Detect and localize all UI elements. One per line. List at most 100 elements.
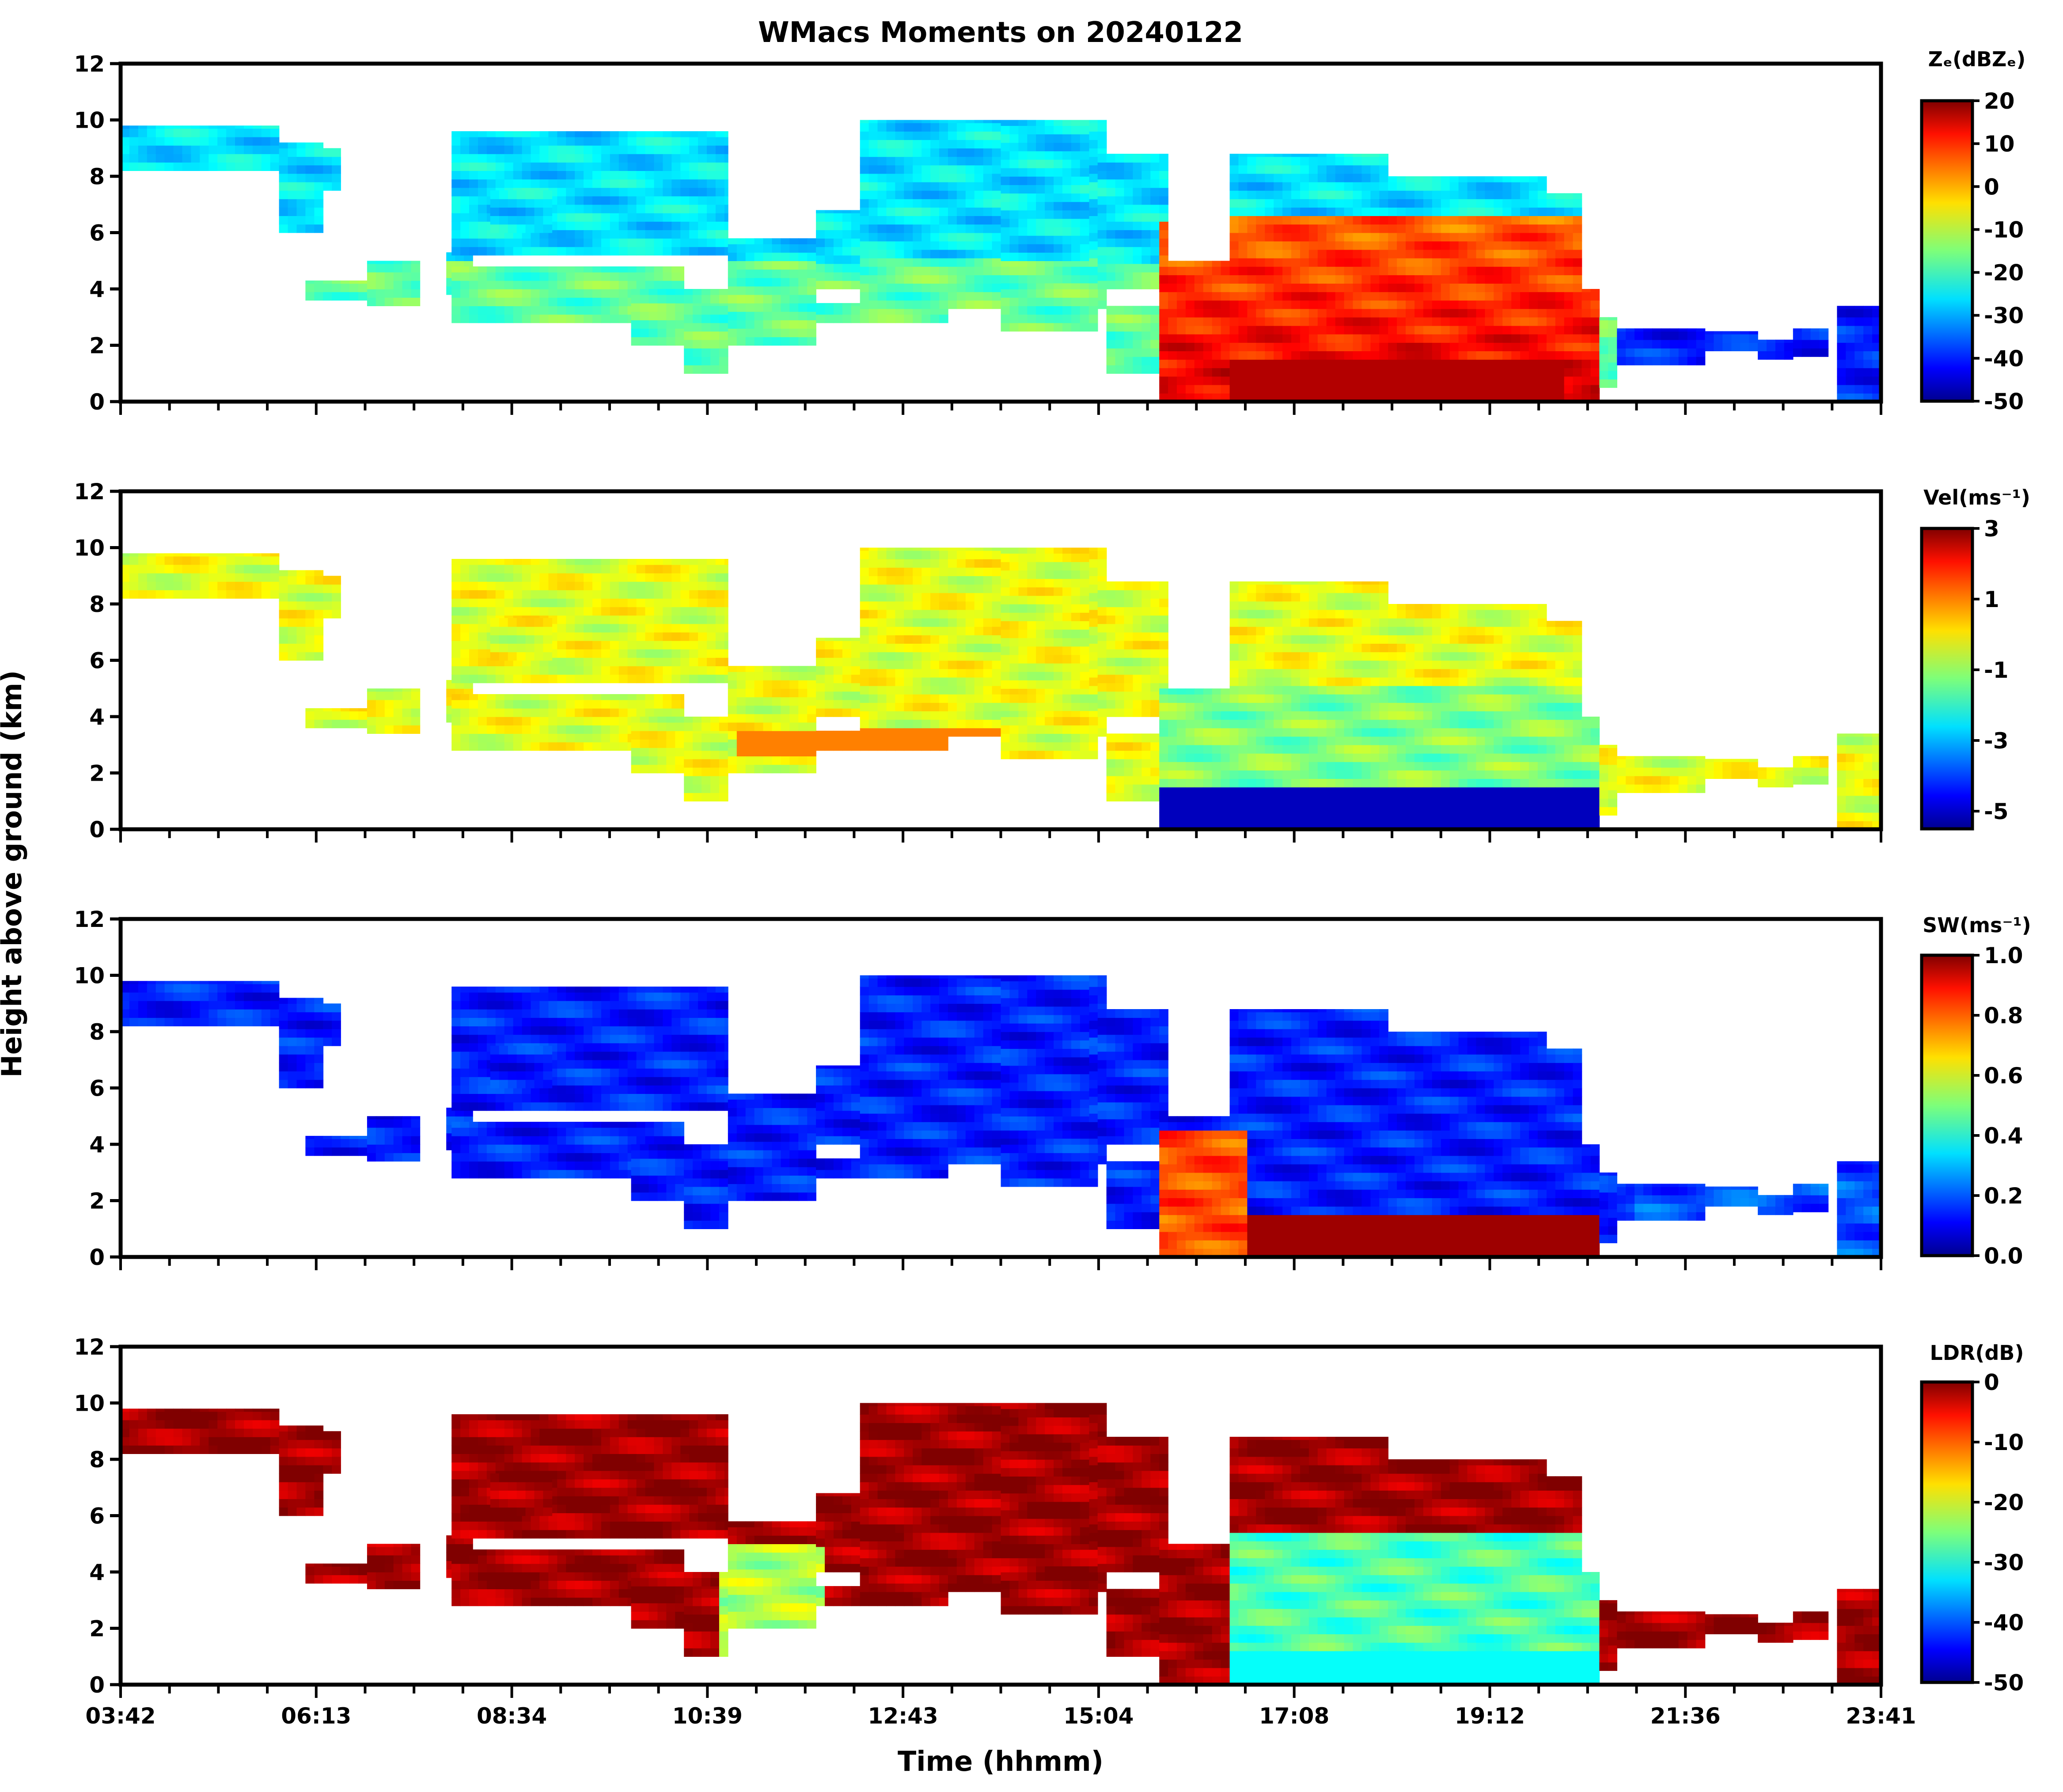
data-cell	[1054, 185, 1063, 194]
data-cell	[1150, 154, 1160, 163]
data-cell	[1520, 224, 1529, 233]
data-cell	[663, 666, 672, 675]
data-cell	[1467, 308, 1477, 318]
data-cell	[478, 564, 487, 573]
data-cell	[798, 328, 808, 338]
data-cell	[1423, 308, 1433, 318]
data-cell	[1520, 283, 1529, 292]
data-cell	[566, 213, 575, 222]
data-cell	[1872, 306, 1881, 309]
data-cell	[1344, 232, 1354, 242]
data-cell	[913, 140, 922, 148]
data-cell	[1529, 275, 1538, 284]
data-cell	[1441, 275, 1450, 284]
data-cell	[913, 241, 922, 250]
data-cell	[1088, 190, 1098, 199]
data-cell	[1018, 218, 1028, 228]
data-cell	[557, 733, 566, 743]
data-cell	[1564, 325, 1574, 334]
data-cell	[1370, 266, 1380, 275]
data-cell	[1141, 272, 1151, 281]
data-cell	[816, 213, 825, 222]
data-cell	[575, 230, 584, 239]
data-cell	[332, 576, 341, 585]
data-cell	[451, 666, 461, 675]
colorbar-label-reflectivity: Zₑ(dBZₑ)	[1928, 47, 2026, 71]
data-cell	[913, 131, 922, 140]
data-cell	[922, 207, 931, 216]
data-cell	[1088, 207, 1098, 216]
data-cell	[636, 145, 646, 154]
data-cell	[842, 280, 852, 289]
data-cell	[1265, 359, 1274, 368]
data-cell	[1124, 221, 1134, 230]
data-cell	[486, 559, 496, 565]
data-cell	[680, 699, 684, 709]
data-cell	[763, 238, 773, 244]
data-cell	[707, 632, 716, 641]
data-cell	[508, 216, 517, 225]
data-cell	[531, 297, 540, 306]
data-cell	[513, 742, 523, 751]
data-cell	[1370, 342, 1380, 351]
data-cell	[886, 173, 896, 182]
data-cell	[680, 154, 690, 163]
data-cell	[886, 190, 896, 199]
data-cell	[1458, 241, 1468, 250]
data-cell	[974, 258, 984, 267]
velocity-field	[121, 547, 1881, 829]
data-cell	[680, 145, 690, 154]
data-cell	[1229, 393, 1239, 402]
data-cell	[539, 280, 549, 289]
data-cell	[235, 128, 244, 137]
data-cell	[1256, 156, 1265, 166]
data-cell	[1476, 283, 1486, 292]
data-cell	[1415, 207, 1424, 216]
data-cell	[895, 275, 905, 284]
data-cell	[1854, 342, 1864, 351]
data-cell	[1027, 283, 1036, 289]
data-cell	[1124, 230, 1134, 239]
data-cell	[627, 266, 637, 273]
data-cell	[1511, 241, 1521, 250]
data-cell	[478, 204, 487, 213]
data-cell	[1537, 368, 1547, 377]
data-cell	[323, 711, 332, 720]
data-cell	[1159, 162, 1168, 171]
data-cell	[1300, 266, 1309, 275]
data-cell	[886, 140, 896, 148]
data-cell	[1423, 351, 1433, 360]
data-cell	[1546, 317, 1556, 326]
data-cell	[833, 213, 843, 222]
data-cell	[825, 263, 834, 273]
data-cell	[1634, 339, 1644, 349]
data-cell	[922, 120, 931, 123]
data-cell	[1467, 351, 1477, 360]
data-cell	[1317, 334, 1327, 343]
data-cell	[601, 187, 611, 197]
data-cell	[121, 590, 130, 599]
data-cell	[1432, 216, 1441, 225]
data-cell	[1564, 359, 1574, 368]
data-cell	[1141, 365, 1151, 374]
data-cell	[1511, 190, 1521, 199]
data-cell	[1573, 342, 1582, 351]
data-cell	[1115, 221, 1125, 230]
data-cell	[1133, 365, 1142, 374]
data-cell	[129, 128, 139, 137]
data-cell	[1203, 351, 1213, 360]
data-cell	[451, 640, 461, 649]
data-cell	[1317, 384, 1327, 394]
data-cell	[636, 131, 646, 137]
data-cell	[1001, 120, 1010, 126]
data-cell	[645, 162, 655, 171]
data-cell	[860, 216, 869, 225]
data-cell	[886, 249, 896, 258]
data-cell	[314, 584, 324, 593]
data-cell	[1115, 187, 1125, 197]
data-cell	[499, 643, 508, 653]
data-cell	[513, 581, 523, 590]
data-cell	[601, 154, 611, 163]
data-cell	[548, 573, 558, 582]
data-cell	[513, 266, 523, 273]
